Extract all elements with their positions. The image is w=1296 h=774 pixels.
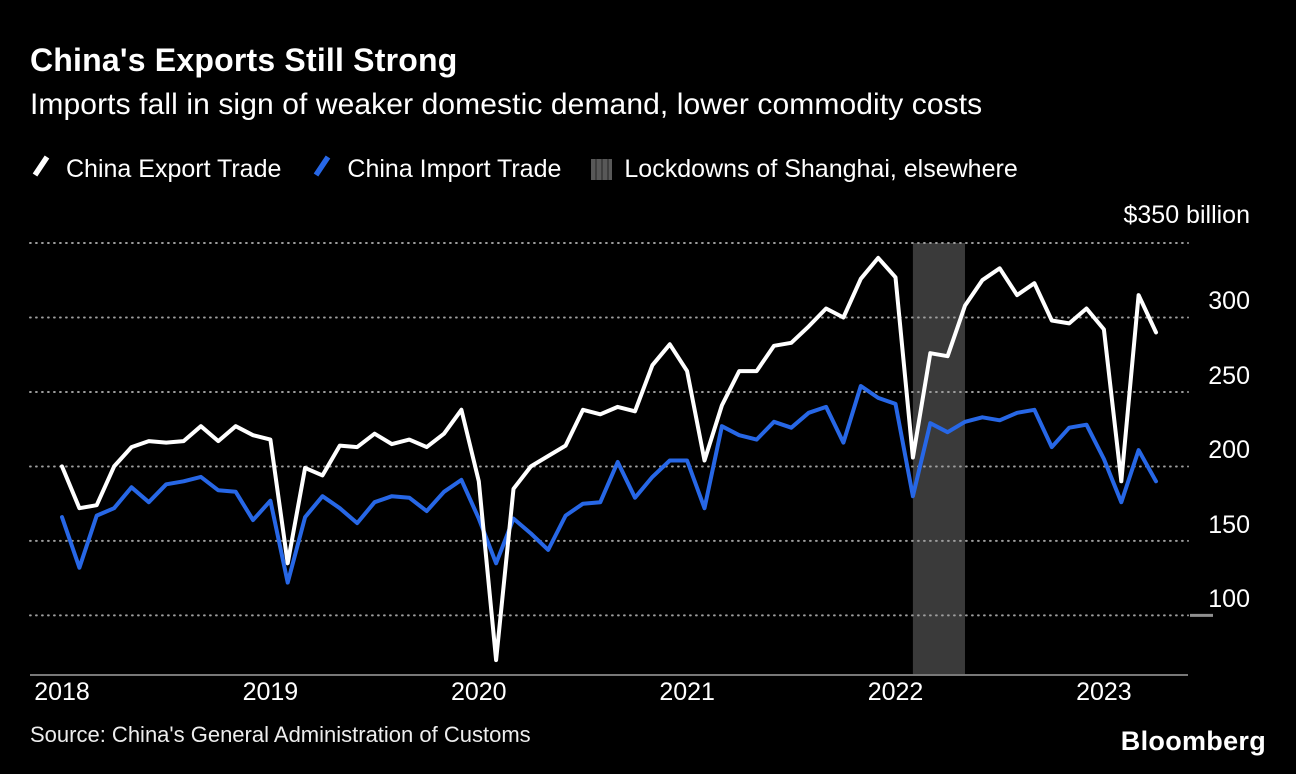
- legend-label-lockdowns: Lockdowns of Shanghai, elsewhere: [624, 155, 1018, 183]
- legend-label-exports: China Export Trade: [66, 155, 282, 183]
- legend-label-imports: China Import Trade: [347, 155, 562, 183]
- x-axis-year-label: 2023: [1076, 678, 1132, 706]
- y-axis-tick-label: 200: [1208, 436, 1250, 465]
- bloomberg-logo: Bloomberg: [1120, 726, 1266, 756]
- source-text: Source: China's General Administration o…: [30, 722, 531, 747]
- import-line-swatch-icon: [311, 154, 335, 185]
- y-axis-tick-label: 150: [1208, 510, 1250, 539]
- series-exports: [60, 255, 1158, 663]
- y-axis-tick-label: 250: [1208, 361, 1250, 390]
- x-axis-year-label: 2019: [242, 678, 299, 706]
- x-axis-year-label: 2018: [34, 678, 90, 706]
- chart-title: China's Exports Still Strong: [30, 42, 458, 78]
- y-axis-tick-label: 100: [1208, 585, 1250, 614]
- series-imports: [60, 384, 1158, 585]
- legend-item-lockdowns: Lockdowns of Shanghai, elsewhere: [591, 155, 1018, 184]
- x-axis-year-label: 2022: [867, 678, 924, 706]
- legend-item-exports: China Export Trade: [30, 154, 281, 185]
- legend: China Export Trade China Import Trade Lo…: [30, 154, 1048, 185]
- legend-item-imports: China Import Trade: [311, 154, 561, 185]
- y-axis-tick-label: 300: [1208, 287, 1250, 316]
- chart-subtitle: Imports fall in sign of weaker domestic …: [30, 88, 983, 121]
- x-axis-year-label: 2021: [659, 678, 715, 706]
- export-line-swatch-icon: [30, 154, 54, 185]
- lockdown-band-swatch-icon: [591, 159, 613, 180]
- y-axis-unit-label: $350 billion: [1123, 201, 1251, 229]
- x-axis-year-label: 2020: [450, 678, 507, 706]
